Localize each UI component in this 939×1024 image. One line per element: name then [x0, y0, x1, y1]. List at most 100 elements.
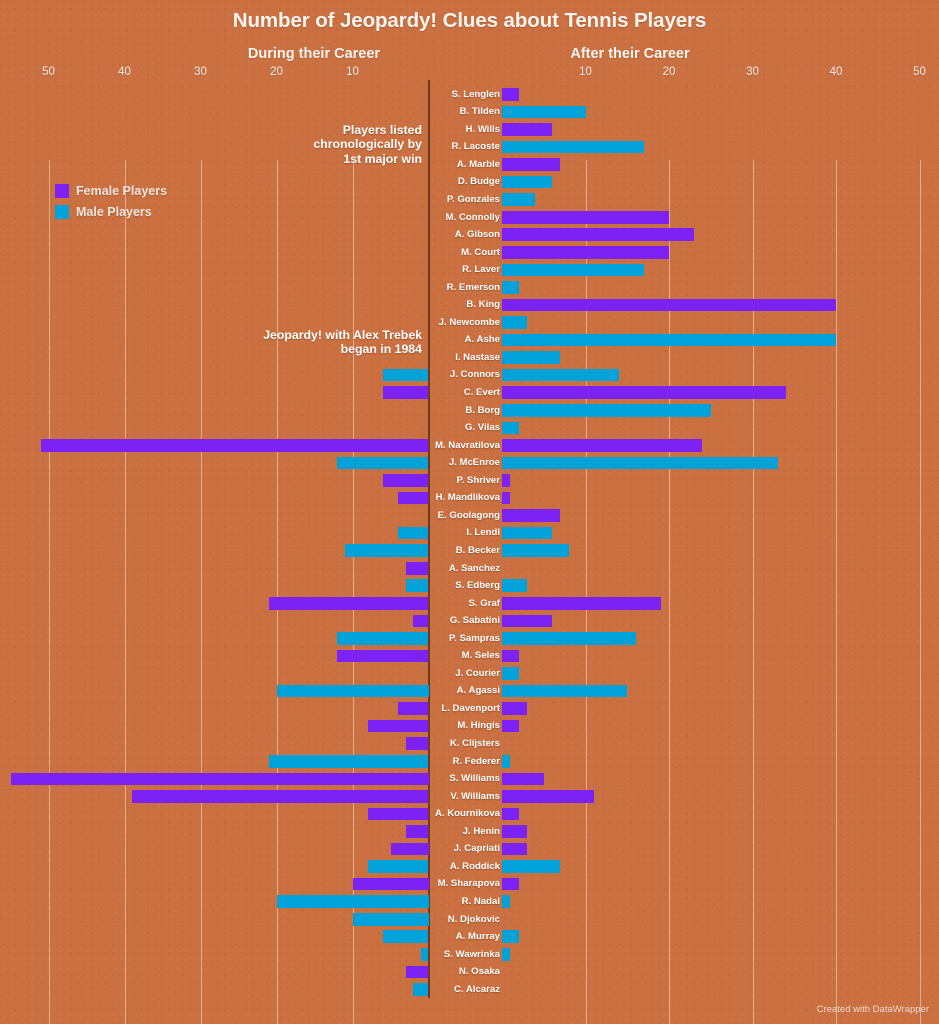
bar-after-career[interactable]	[502, 105, 586, 119]
row-label-v-williams: V. Williams	[450, 790, 500, 802]
bar-after-career[interactable]	[502, 439, 703, 452]
bar-row: B. Borg	[0, 401, 939, 419]
bar-after-career[interactable]	[502, 491, 511, 505]
bar-after-career[interactable]	[502, 333, 836, 347]
bar-during-career[interactable]	[132, 790, 429, 803]
bar-after-career[interactable]	[502, 930, 519, 944]
bar-after-career[interactable]	[502, 281, 519, 294]
bar-during-career[interactable]	[344, 544, 429, 557]
bar-during-career[interactable]	[398, 491, 429, 505]
bar-during-career[interactable]	[405, 825, 429, 838]
bar-after-career[interactable]	[502, 754, 511, 768]
bar-during-career[interactable]	[390, 842, 429, 856]
bar-after-career[interactable]	[502, 298, 836, 312]
bar-during-career[interactable]	[367, 860, 429, 873]
bar-during-career[interactable]	[367, 807, 429, 821]
bar-row: A. Agassi	[0, 682, 939, 700]
bar-during-career[interactable]	[276, 684, 429, 698]
bar-during-career[interactable]	[337, 649, 429, 663]
legend-item-male[interactable]: Male Players	[55, 201, 167, 222]
bar-during-career[interactable]	[405, 737, 429, 751]
row-label-g-vilas: G. Vilas	[464, 422, 500, 434]
bar-after-career[interactable]	[502, 772, 544, 786]
bar-after-career[interactable]	[502, 175, 553, 189]
bar-after-career[interactable]	[502, 140, 644, 154]
legend-label: Female Players	[76, 183, 168, 198]
annotation-trebek-start: Jeopardy! with Alex Trebek began in 1984	[263, 328, 422, 357]
bar-during-career[interactable]	[382, 368, 429, 382]
bar-during-career[interactable]	[413, 983, 429, 996]
bar-during-career[interactable]	[268, 597, 429, 610]
bar-after-career[interactable]	[502, 526, 553, 540]
bar-after-career[interactable]	[502, 842, 528, 856]
bar-during-career[interactable]	[382, 474, 429, 487]
bar-during-career[interactable]	[398, 702, 429, 715]
row-label-p-gonzales: P. Gonzales	[446, 193, 500, 205]
row-label-m-court: M. Court	[461, 246, 500, 258]
bar-after-career[interactable]	[502, 649, 519, 663]
bar-after-career[interactable]	[502, 403, 711, 417]
bar-during-career[interactable]	[276, 895, 429, 908]
bar-after-career[interactable]	[502, 719, 519, 733]
bar-during-career[interactable]	[337, 632, 429, 645]
bar-after-career[interactable]	[502, 210, 669, 224]
bar-during-career[interactable]	[10, 772, 429, 786]
bar-after-career[interactable]	[502, 684, 628, 698]
bar-after-career[interactable]	[502, 193, 536, 206]
gridline-left-30	[201, 160, 202, 1024]
row-label-p-shriver: P. Shriver	[456, 474, 500, 486]
bar-after-career[interactable]	[502, 632, 636, 645]
bar-after-career[interactable]	[502, 386, 786, 400]
bar-after-career[interactable]	[502, 877, 519, 891]
bar-during-career[interactable]	[268, 754, 429, 768]
bar-during-career[interactable]	[420, 948, 429, 961]
bar-during-career[interactable]	[352, 877, 429, 891]
bar-after-career[interactable]	[502, 790, 594, 803]
bar-after-career[interactable]	[502, 614, 553, 628]
bar-after-career[interactable]	[502, 579, 528, 593]
bar-during-career[interactable]	[382, 386, 429, 400]
bar-during-career[interactable]	[405, 561, 429, 575]
bar-after-career[interactable]	[502, 368, 619, 382]
bar-after-career[interactable]	[502, 351, 561, 364]
bar-row: G. Sabatini	[0, 612, 939, 630]
bar-after-career[interactable]	[502, 860, 561, 873]
bar-after-career[interactable]	[502, 948, 511, 961]
bar-after-career[interactable]	[502, 895, 511, 908]
bar-after-career[interactable]	[502, 667, 519, 680]
bar-after-career[interactable]	[502, 825, 528, 838]
bar-after-career[interactable]	[502, 88, 519, 101]
bar-after-career[interactable]	[502, 421, 519, 435]
bar-after-career[interactable]	[502, 158, 561, 171]
bar-after-career[interactable]	[502, 316, 528, 329]
bar-after-career[interactable]	[502, 456, 778, 470]
bar-row: V. Williams	[0, 788, 939, 806]
bar-row: A. Murray	[0, 928, 939, 946]
bar-after-career[interactable]	[502, 807, 519, 821]
bar-after-career[interactable]	[502, 246, 669, 259]
bar-during-career[interactable]	[367, 719, 429, 733]
bar-after-career[interactable]	[502, 123, 553, 136]
annotation-chronological: Players listed chronologically by 1st ma…	[313, 123, 422, 166]
bar-during-career[interactable]	[337, 456, 429, 470]
bar-after-career[interactable]	[502, 544, 569, 557]
bar-during-career[interactable]	[398, 526, 429, 540]
legend-item-female[interactable]: Female Players	[55, 180, 167, 201]
bar-after-career[interactable]	[502, 263, 644, 277]
row-label-g-sabatini: G. Sabatini	[449, 615, 500, 627]
bar-after-career[interactable]	[502, 597, 661, 610]
bar-after-career[interactable]	[502, 474, 511, 487]
bar-after-career[interactable]	[502, 228, 695, 242]
bar-during-career[interactable]	[40, 439, 429, 452]
bar-during-career[interactable]	[413, 614, 429, 628]
bar-during-career[interactable]	[405, 579, 429, 593]
bar-during-career[interactable]	[352, 912, 429, 926]
row-label-j-henin: J. Henin	[462, 825, 500, 837]
bar-row: R. Laver	[0, 261, 939, 279]
page-title: Number of Jeopardy! Clues about Tennis P…	[232, 9, 707, 32]
gridline-right-50	[920, 160, 921, 1024]
bar-during-career[interactable]	[405, 965, 429, 979]
bar-during-career[interactable]	[382, 930, 429, 944]
bar-after-career[interactable]	[502, 509, 561, 522]
bar-after-career[interactable]	[502, 702, 528, 715]
